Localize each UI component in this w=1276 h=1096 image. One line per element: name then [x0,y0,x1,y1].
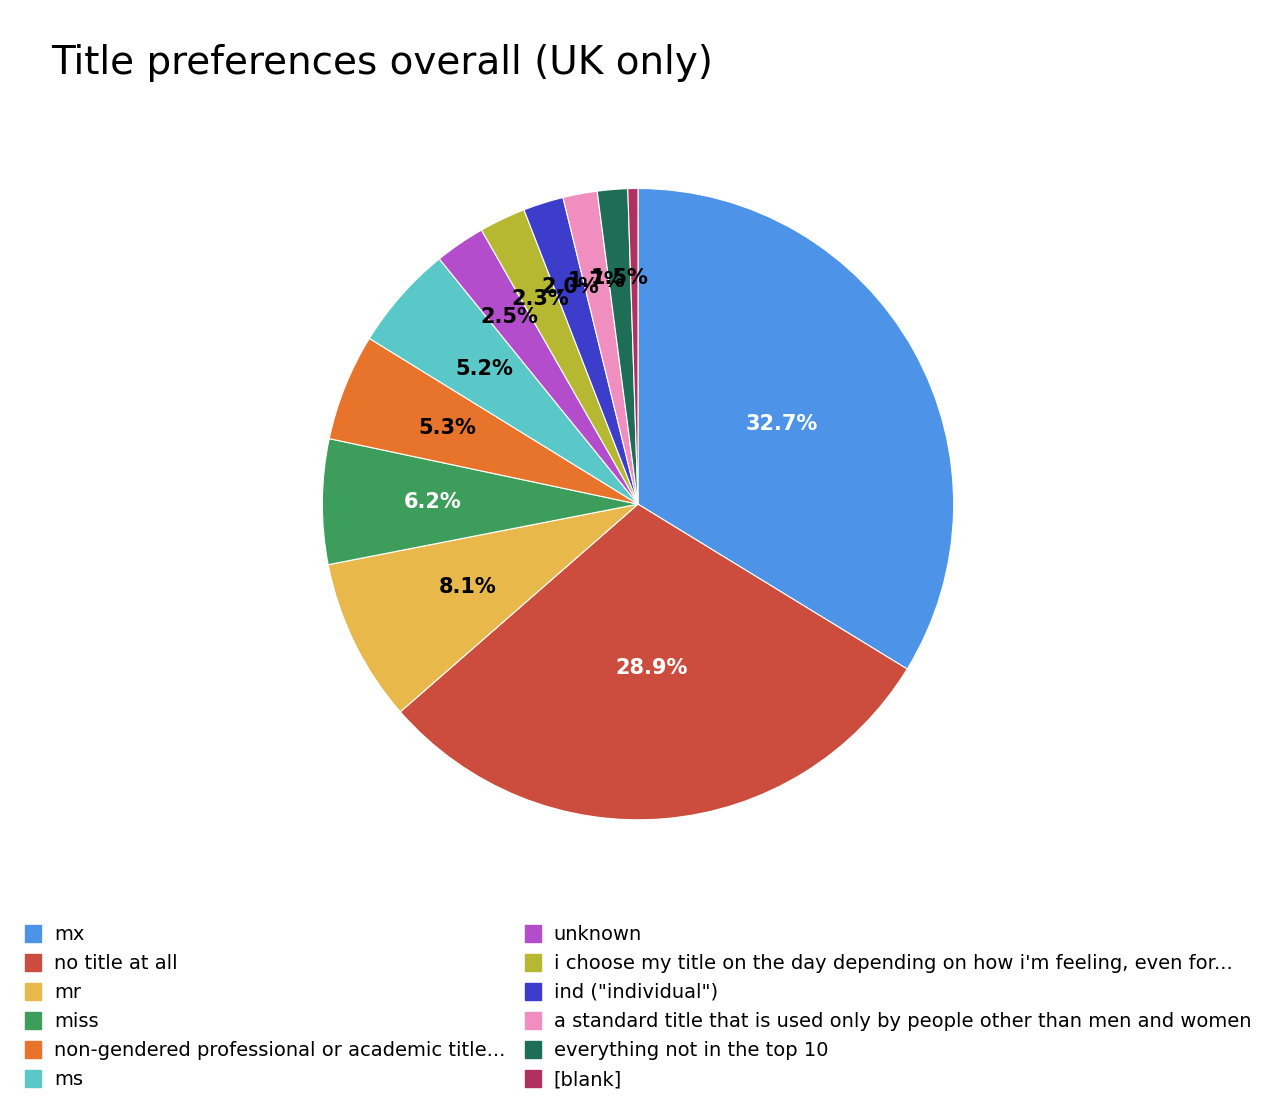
Wedge shape [563,191,638,504]
Text: 32.7%: 32.7% [745,414,818,434]
Wedge shape [524,197,638,504]
Wedge shape [369,259,638,504]
Text: 6.2%: 6.2% [404,492,462,513]
Legend: mx, no title at all, mr, miss, non-gendered professional or academic title..., m: mx, no title at all, mr, miss, non-gende… [24,924,1252,1089]
Wedge shape [401,504,907,820]
Wedge shape [329,339,638,504]
Wedge shape [597,189,638,504]
Wedge shape [628,189,638,504]
Wedge shape [323,438,638,564]
Wedge shape [481,209,638,504]
Text: Title preferences overall (UK only): Title preferences overall (UK only) [51,44,713,82]
Wedge shape [328,504,638,711]
Text: 2.5%: 2.5% [481,307,538,327]
Text: 8.1%: 8.1% [439,578,496,597]
Wedge shape [638,189,953,669]
Text: 2.3%: 2.3% [512,289,569,309]
Text: 2.0%: 2.0% [541,277,598,297]
Text: 28.9%: 28.9% [615,658,688,677]
Wedge shape [439,230,638,504]
Text: 1.5%: 1.5% [591,267,648,287]
Text: 5.2%: 5.2% [456,358,513,378]
Text: 1.7%: 1.7% [568,271,625,290]
Text: 5.3%: 5.3% [419,418,476,438]
